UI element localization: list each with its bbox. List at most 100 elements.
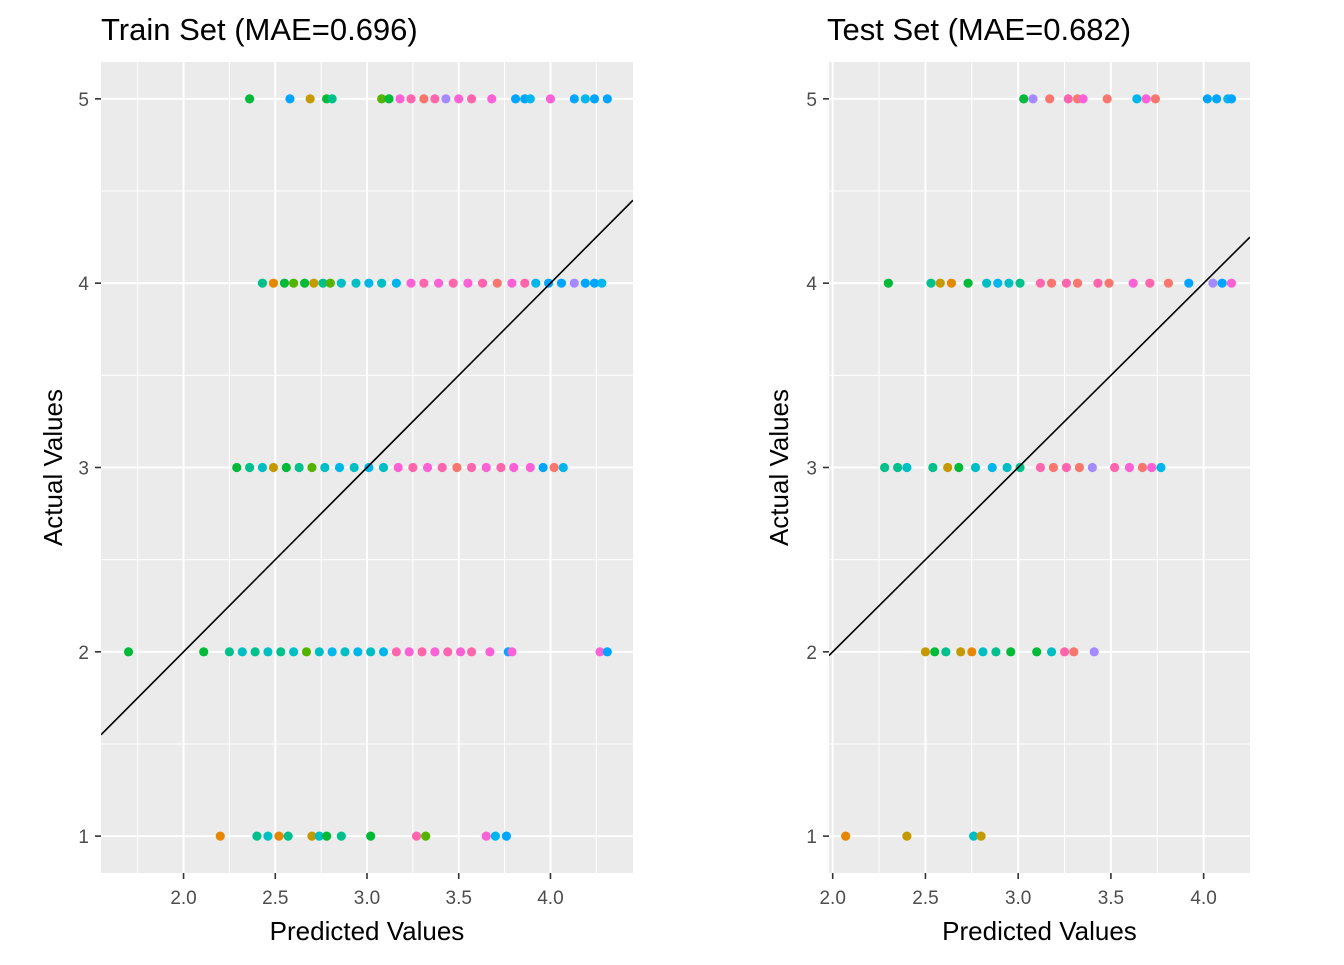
data-point xyxy=(602,647,612,657)
data-point xyxy=(466,647,477,657)
data-point xyxy=(893,462,903,473)
data-point xyxy=(404,647,414,657)
x-tick-label: 3.0 xyxy=(1005,888,1031,909)
data-point xyxy=(1110,462,1120,473)
data-point xyxy=(353,647,363,657)
data-point xyxy=(510,94,521,104)
data-point xyxy=(257,278,268,288)
data-point xyxy=(391,278,401,288)
identity-reference-line xyxy=(829,236,1250,657)
data-point xyxy=(580,94,590,104)
data-point xyxy=(441,94,451,104)
data-point xyxy=(941,647,951,657)
data-point xyxy=(1212,94,1222,104)
data-point xyxy=(1128,278,1138,288)
data-point xyxy=(419,94,429,104)
data-point xyxy=(880,462,890,473)
data-point xyxy=(378,647,389,657)
x-tick-label: 2.5 xyxy=(262,888,288,909)
data-point xyxy=(1132,94,1142,104)
data-point xyxy=(589,94,600,104)
data-point xyxy=(993,278,1003,288)
data-point xyxy=(1226,94,1237,104)
data-point xyxy=(1145,278,1155,288)
data-point xyxy=(289,647,299,657)
data-point xyxy=(294,462,304,473)
data-point xyxy=(956,647,966,657)
data-point xyxy=(336,278,346,288)
data-point xyxy=(364,278,374,288)
data-point xyxy=(490,831,501,841)
data-points-layer xyxy=(829,94,1250,841)
y-tick-label: 3 xyxy=(806,459,817,480)
data-point xyxy=(322,831,332,841)
data-point xyxy=(1208,278,1218,288)
data-point xyxy=(935,278,945,288)
data-point xyxy=(466,94,477,104)
data-point xyxy=(263,831,273,841)
data-point xyxy=(1061,462,1071,473)
data-point xyxy=(525,94,535,104)
data-point xyxy=(1184,278,1194,288)
data-point xyxy=(283,831,293,841)
data-point xyxy=(978,647,988,657)
data-point xyxy=(307,462,317,473)
data-point xyxy=(991,647,1001,657)
data-point xyxy=(268,462,279,473)
data-point xyxy=(411,831,422,841)
data-point xyxy=(263,647,273,657)
data-point xyxy=(300,278,310,288)
data-point xyxy=(976,831,986,841)
data-point xyxy=(954,462,964,473)
data-point xyxy=(417,647,427,657)
train-set-panel: 2.0 2.5 3.0 3.5 4.0 1 2 3 4 5 Train Set (MAE=0.696… xyxy=(38,12,633,946)
data-point xyxy=(928,462,938,473)
data-point xyxy=(377,94,387,104)
data-point xyxy=(257,462,268,473)
data-point xyxy=(244,94,255,104)
data-point xyxy=(336,831,346,841)
data-point xyxy=(492,278,502,288)
data-point xyxy=(1093,278,1103,288)
data-point xyxy=(1059,647,1070,657)
y-tick-label: 2 xyxy=(806,643,817,664)
data-point xyxy=(252,831,262,841)
data-point xyxy=(327,94,337,104)
data-point xyxy=(485,647,495,657)
data-point xyxy=(430,647,440,657)
data-point xyxy=(340,647,350,657)
data-point xyxy=(276,647,286,657)
data-point xyxy=(501,831,512,841)
data-point xyxy=(1072,278,1083,288)
data-point xyxy=(544,278,554,288)
data-point xyxy=(589,278,600,288)
data-point xyxy=(406,278,416,288)
data-point xyxy=(1048,462,1059,473)
data-point xyxy=(926,278,936,288)
data-point xyxy=(963,278,973,288)
data-point xyxy=(309,278,319,288)
y-tick-label: 5 xyxy=(806,90,817,111)
data-point xyxy=(507,278,517,288)
data-point xyxy=(531,278,541,288)
data-point xyxy=(406,94,416,104)
data-point xyxy=(422,462,433,473)
x-tick-label: 4.0 xyxy=(537,888,563,909)
data-point xyxy=(224,647,235,657)
data-point xyxy=(1015,278,1025,288)
data-point xyxy=(1061,278,1071,288)
data-point xyxy=(285,94,295,104)
identity-reference-line xyxy=(101,199,633,736)
data-point xyxy=(946,278,957,288)
data-point xyxy=(391,647,401,657)
data-point xyxy=(366,831,376,841)
data-point xyxy=(421,831,431,841)
data-point xyxy=(377,278,387,288)
data-point xyxy=(1078,94,1088,104)
data-point xyxy=(455,647,466,657)
data-point xyxy=(1124,462,1135,473)
data-point xyxy=(215,831,225,841)
data-point xyxy=(987,462,997,473)
x-tick-label: 3.5 xyxy=(446,888,472,909)
